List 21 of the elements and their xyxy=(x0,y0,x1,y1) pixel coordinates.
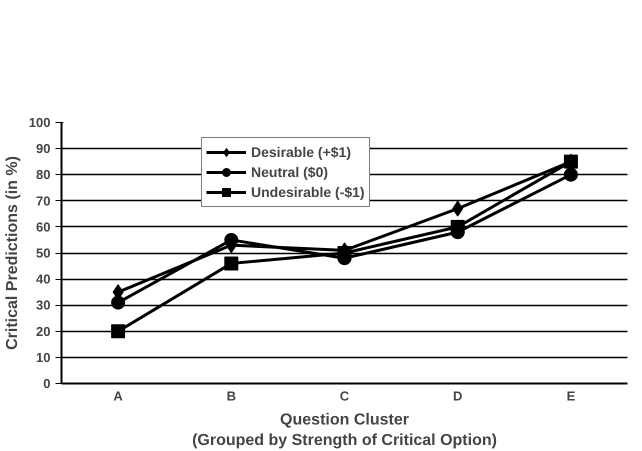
x-tick-label: A xyxy=(113,388,124,404)
y-tick-label: 40 xyxy=(36,272,51,287)
y-tick-label: 0 xyxy=(43,376,51,391)
y-tick-label: 30 xyxy=(36,298,51,313)
y-tick-label: 90 xyxy=(36,141,51,156)
x-tick-label: D xyxy=(453,388,462,404)
y-tick-label: 70 xyxy=(36,193,51,208)
y-axis-title: Critical Predictions (in %) xyxy=(4,156,21,350)
legend-label: Undesirable (-$1) xyxy=(251,184,365,200)
x-axis-title: Question Cluster (Grouped by Strength of Critical Option) xyxy=(192,412,497,449)
y-tick-label: 100 xyxy=(28,115,51,130)
y-tick-label: 10 xyxy=(36,350,51,365)
x-tick-label: C xyxy=(340,388,350,404)
legend-label: Neutral ($0) xyxy=(251,164,328,180)
y-tick-label: 60 xyxy=(36,219,51,234)
y-tick-label: 20 xyxy=(36,324,51,339)
x-tick-label: B xyxy=(226,388,236,404)
x-tick-label: E xyxy=(566,388,576,404)
y-tick-label: 50 xyxy=(36,246,51,260)
y-tick-label: 80 xyxy=(36,167,51,182)
legend-label: Desirable (+$1) xyxy=(251,144,351,160)
